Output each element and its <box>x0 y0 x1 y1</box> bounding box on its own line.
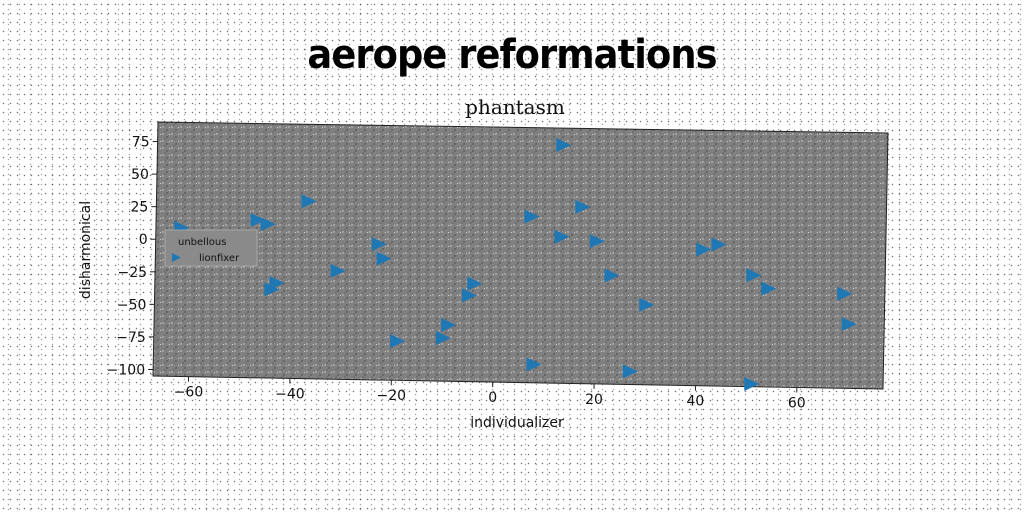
data-point <box>376 251 392 266</box>
y-tick-label: 25 <box>131 200 149 216</box>
legend: unbellous lionfixer <box>164 229 258 267</box>
y-tick-label: 0 <box>139 232 148 248</box>
data-point <box>744 377 760 392</box>
plot-title: phantasm <box>465 95 565 119</box>
legend-entry-label: lionfixer <box>199 253 240 264</box>
data-point <box>260 217 276 232</box>
data-point <box>264 282 280 297</box>
data-point <box>524 209 540 224</box>
y-tick-label: −100 <box>107 362 145 378</box>
legend-box <box>164 229 258 267</box>
data-point <box>461 288 477 303</box>
data-point <box>330 263 346 278</box>
y-axis-ticks: 75 50 25 0 −25 −50 −75 −100 <box>107 135 158 378</box>
data-point <box>554 229 570 244</box>
x-tick-label: −60 <box>174 385 204 401</box>
x-tick-label: 20 <box>585 392 603 408</box>
data-point <box>371 237 387 252</box>
data-point <box>556 138 572 153</box>
plot-area <box>152 121 889 390</box>
y-tick-label: −50 <box>117 297 147 313</box>
data-point <box>390 334 406 349</box>
y-tick-label: −25 <box>118 265 148 281</box>
data-point <box>250 213 266 228</box>
page-title: aerope reformations <box>307 32 717 78</box>
data-point <box>711 237 727 252</box>
data-point <box>269 275 285 290</box>
x-axis-label: individualizer <box>470 415 564 431</box>
data-point <box>761 281 777 296</box>
data-point <box>604 268 620 283</box>
data-point <box>639 297 655 312</box>
x-tick-label: −20 <box>376 388 406 404</box>
x-tick-label: 60 <box>788 395 806 411</box>
y-axis-label: disharmonical <box>78 201 94 299</box>
legend-marker <box>172 253 181 262</box>
x-tick-label: 40 <box>687 394 705 410</box>
data-point <box>575 199 591 214</box>
data-point <box>467 276 483 291</box>
data-point <box>589 234 605 249</box>
data-point <box>837 286 853 301</box>
data-point <box>441 318 457 333</box>
x-axis-ticks: −60 −40 −20 0 20 40 60 <box>174 376 806 411</box>
y-tick-label: −75 <box>116 330 146 346</box>
data-point <box>301 194 317 209</box>
data-point <box>622 364 638 379</box>
data-point <box>526 357 542 372</box>
data-point <box>435 331 451 346</box>
x-tick-label: −40 <box>275 386 305 402</box>
data-point <box>841 317 857 332</box>
data-point <box>696 242 712 257</box>
y-tick-label: 50 <box>131 167 149 183</box>
data-point <box>746 268 762 283</box>
y-tick-label: 75 <box>132 135 150 151</box>
x-tick-label: 0 <box>488 390 497 406</box>
legend-title: unbellous <box>178 237 226 248</box>
